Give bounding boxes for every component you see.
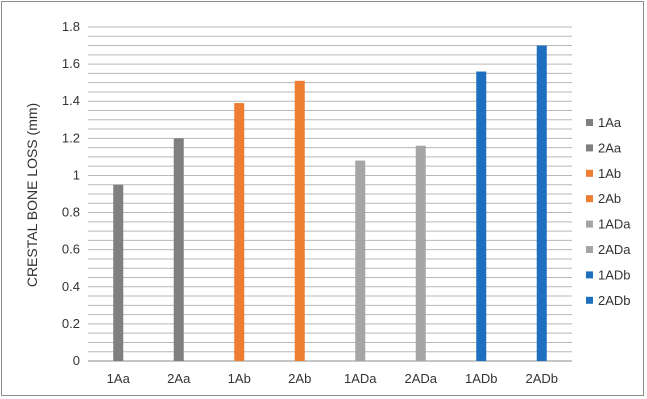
y-tick-label: 0 [73, 353, 80, 368]
legend-swatch [586, 195, 593, 203]
bar-1Ab [234, 103, 245, 362]
x-tick-label: 2ADa [404, 371, 437, 386]
legend-swatch [586, 296, 593, 304]
y-tick-label: 0.4 [62, 279, 80, 294]
legend-label: 2ADa [598, 242, 631, 257]
x-tick-label: 1Aa [107, 371, 131, 386]
y-tick-label: 1.6 [62, 56, 80, 71]
y-tick-label: 1.8 [62, 19, 80, 34]
x-tick-label: 2Aa [167, 371, 191, 386]
bars [113, 45, 547, 362]
y-tick-label: 1.4 [62, 93, 80, 108]
bar-1ADa [355, 160, 366, 361]
x-tick-label: 2Ab [288, 371, 311, 386]
bar-2ADa [415, 145, 426, 361]
legend-label: 1ADb [598, 267, 631, 282]
y-axis-title: CRESTAL BONE LOSS (mm) [24, 103, 40, 287]
x-axis-ticks: 1Aa 2Aa 1Ab 2Ab 1ADa 2ADa 1ADb 2ADb [107, 371, 558, 386]
bar-1Aa [113, 184, 124, 361]
x-tick-label: 1ADa [344, 371, 377, 386]
legend-label: 1Ab [598, 166, 621, 181]
y-tick-label: 1.2 [62, 130, 80, 145]
legend-label: 1ADa [598, 217, 631, 232]
legend-label: 2Aa [598, 140, 622, 155]
y-tick-label: 0.6 [62, 242, 80, 257]
bar-1ADb [476, 71, 487, 362]
legend-swatch [586, 144, 593, 152]
legend: 1Aa 2Aa 1Ab 2Ab 1ADa 2ADa 1ADb 2ADb [586, 115, 631, 308]
y-axis-ticks: 0 0.2 0.4 0.6 0.8 1 1.2 1.4 1.6 1.8 [62, 19, 80, 368]
x-tick-label: 1Ab [228, 371, 251, 386]
legend-label: 1Aa [598, 115, 622, 130]
legend-label: 2Ab [598, 191, 621, 206]
legend-swatch [586, 220, 593, 228]
legend-swatch [586, 271, 593, 279]
legend-swatch [586, 119, 593, 126]
legend-swatch [586, 169, 593, 177]
bar-2Ab [294, 80, 305, 362]
y-tick-label: 1 [73, 167, 80, 182]
legend-swatch [586, 246, 593, 253]
bar-2ADb [536, 45, 547, 362]
gridlines [88, 26, 572, 362]
x-tick-label: 2ADb [525, 371, 558, 386]
bar-2Aa [173, 138, 184, 361]
y-tick-label: 0.8 [62, 205, 80, 220]
y-tick-label: 0.2 [62, 316, 80, 331]
x-tick-label: 1ADb [465, 371, 498, 386]
legend-label: 2ADb [598, 293, 631, 308]
